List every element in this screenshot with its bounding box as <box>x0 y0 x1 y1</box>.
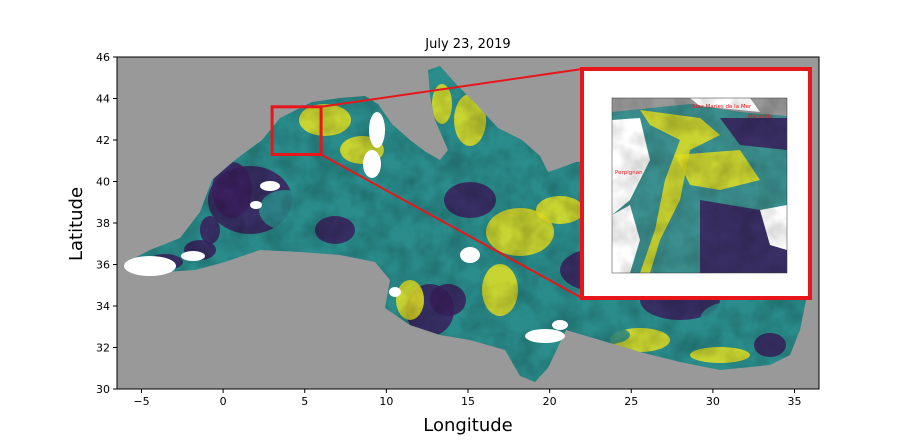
region-highlight-box <box>270 105 323 157</box>
land-patch <box>124 256 176 276</box>
inset-label-saintes-maries: Stes Maries de la Mer <box>692 104 752 110</box>
inset-label-marseille: Marseille <box>748 114 773 120</box>
connector-line-top <box>320 68 583 108</box>
y-tick-label: 36 <box>96 259 110 272</box>
y-tick-label: 40 <box>96 176 110 189</box>
y-axis-label: Latitude <box>66 187 87 261</box>
y-tick-label: 44 <box>96 93 110 106</box>
inset-sea-field <box>612 98 787 273</box>
y-tick-label: 30 <box>96 383 110 396</box>
inset-noise-texture <box>612 98 787 273</box>
x-tick-label: −5 <box>133 395 149 408</box>
inset-zoom: Stes Maries de la Mer Marseille Perpigna… <box>580 67 812 300</box>
land-patch <box>181 251 205 261</box>
connector-line-bottom <box>320 153 583 299</box>
map-title: July 23, 2019 <box>424 37 510 52</box>
inset-label-perpignan: Perpignan <box>615 170 643 176</box>
land-patch <box>369 112 385 148</box>
y-tick-label: 38 <box>96 217 110 230</box>
x-tick-label: 0 <box>220 395 227 408</box>
x-tick-label: 25 <box>624 395 638 408</box>
land-patch <box>552 320 568 330</box>
land-patch <box>389 287 401 297</box>
x-axis: −5 0 5 10 15 20 25 30 35 <box>133 389 802 408</box>
y-tick-label: 32 <box>96 342 110 355</box>
land-patch <box>460 247 480 263</box>
y-axis: 30 32 34 36 38 40 42 44 46 <box>96 51 117 396</box>
land-patch <box>260 181 280 191</box>
x-tick-label: 30 <box>706 395 720 408</box>
land-patch <box>363 150 381 178</box>
x-tick-label: 10 <box>379 395 393 408</box>
x-tick-label: 35 <box>788 395 802 408</box>
land-patch <box>525 329 565 343</box>
x-tick-label: 5 <box>301 395 308 408</box>
y-tick-label: 34 <box>96 300 110 313</box>
x-axis-label: Longitude <box>423 415 513 436</box>
inset-axes <box>611 97 788 274</box>
x-tick-label: 20 <box>543 395 557 408</box>
x-tick-label: 15 <box>461 395 475 408</box>
y-tick-label: 46 <box>96 51 110 64</box>
land-patches <box>124 112 568 343</box>
land-patch <box>250 201 262 209</box>
y-tick-label: 42 <box>96 134 110 147</box>
